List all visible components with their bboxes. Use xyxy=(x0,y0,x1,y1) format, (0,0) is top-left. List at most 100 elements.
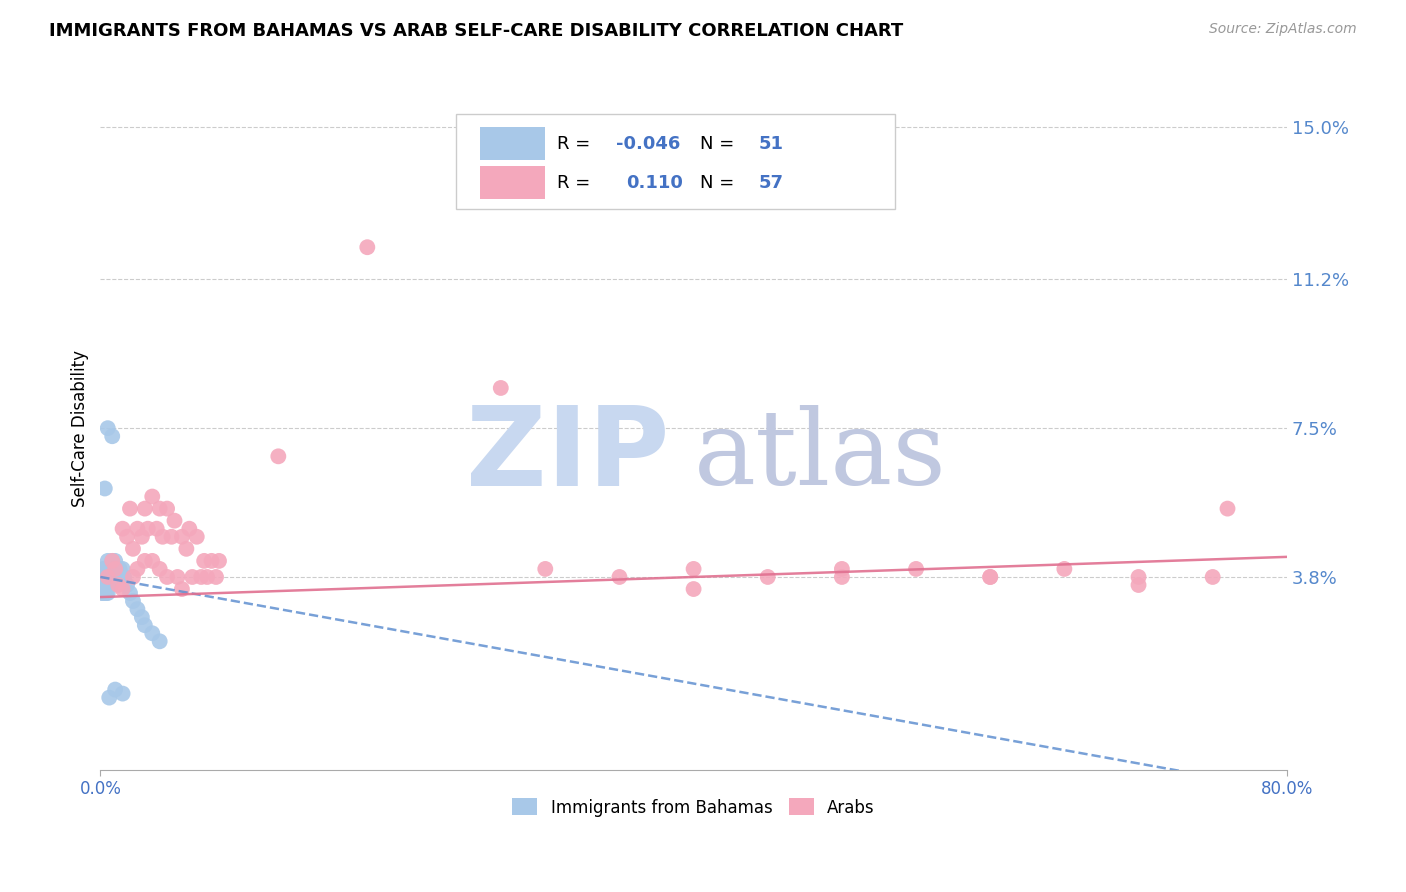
Y-axis label: Self-Care Disability: Self-Care Disability xyxy=(72,350,89,507)
Point xyxy=(98,570,121,584)
Text: N =: N = xyxy=(700,174,740,192)
Point xyxy=(356,240,378,254)
Point xyxy=(90,578,112,592)
Point xyxy=(112,570,135,584)
Point xyxy=(100,570,122,584)
Point xyxy=(94,578,117,592)
Point xyxy=(104,562,127,576)
Point xyxy=(682,562,704,576)
Point xyxy=(122,594,145,608)
Point xyxy=(94,570,117,584)
Text: ZIP: ZIP xyxy=(467,402,669,509)
Point xyxy=(127,562,149,576)
Point xyxy=(91,586,114,600)
Point xyxy=(100,578,122,592)
Point xyxy=(145,522,167,536)
Point xyxy=(149,501,172,516)
Text: 51: 51 xyxy=(759,135,785,153)
Point xyxy=(97,554,120,568)
Point xyxy=(115,530,138,544)
Point xyxy=(96,578,118,592)
Point xyxy=(156,570,179,584)
Text: 57: 57 xyxy=(759,174,785,192)
Point xyxy=(156,501,179,516)
Point xyxy=(609,570,631,584)
Point xyxy=(96,562,118,576)
Point xyxy=(831,570,853,584)
Point xyxy=(97,570,120,584)
Text: N =: N = xyxy=(700,135,740,153)
Point xyxy=(160,530,183,544)
Point xyxy=(98,578,121,592)
Point xyxy=(208,554,231,568)
Legend: Immigrants from Bahamas, Arabs: Immigrants from Bahamas, Arabs xyxy=(506,792,882,823)
Point xyxy=(111,582,134,596)
Point xyxy=(94,586,117,600)
Point xyxy=(1128,570,1150,584)
Text: Source: ZipAtlas.com: Source: ZipAtlas.com xyxy=(1209,22,1357,37)
Point xyxy=(163,514,186,528)
Point xyxy=(101,554,124,568)
Point xyxy=(96,570,118,584)
Point xyxy=(756,570,779,584)
Point xyxy=(176,541,198,556)
Point xyxy=(104,570,127,584)
Point xyxy=(149,634,172,648)
Point xyxy=(101,429,124,443)
Point xyxy=(979,570,1001,584)
Text: R =: R = xyxy=(557,174,596,192)
Point xyxy=(122,570,145,584)
Point xyxy=(134,618,156,632)
Point xyxy=(105,562,128,576)
Point xyxy=(118,586,141,600)
Point xyxy=(91,562,114,576)
Point xyxy=(979,570,1001,584)
Point xyxy=(831,562,853,576)
Point xyxy=(94,482,117,496)
Point xyxy=(141,626,163,640)
Bar xyxy=(479,128,546,161)
Point xyxy=(118,501,141,516)
Point xyxy=(186,530,208,544)
Point xyxy=(136,522,159,536)
Point xyxy=(101,554,124,568)
Point xyxy=(97,570,120,584)
Point xyxy=(193,554,215,568)
Point xyxy=(104,682,127,697)
Point xyxy=(94,562,117,576)
Point xyxy=(103,570,125,584)
Point xyxy=(682,582,704,596)
Point xyxy=(91,578,114,592)
Point xyxy=(1128,578,1150,592)
Text: -0.046: -0.046 xyxy=(616,135,681,153)
Point xyxy=(195,570,218,584)
Point xyxy=(134,501,156,516)
Point xyxy=(1053,562,1076,576)
Point xyxy=(110,570,132,584)
Point xyxy=(90,586,112,600)
Point xyxy=(107,570,129,584)
Point xyxy=(96,586,118,600)
Point xyxy=(97,578,120,592)
Text: 0.110: 0.110 xyxy=(626,174,683,192)
Point xyxy=(141,554,163,568)
Point xyxy=(131,610,153,624)
Point xyxy=(97,586,120,600)
Point xyxy=(122,541,145,556)
Point xyxy=(1202,570,1225,584)
Text: IMMIGRANTS FROM BAHAMAS VS ARAB SELF-CARE DISABILITY CORRELATION CHART: IMMIGRANTS FROM BAHAMAS VS ARAB SELF-CAR… xyxy=(49,22,904,40)
Point xyxy=(108,562,131,576)
Point xyxy=(489,381,512,395)
Point xyxy=(179,522,201,536)
Point xyxy=(152,530,174,544)
Point xyxy=(131,530,153,544)
Point xyxy=(127,522,149,536)
Point xyxy=(205,570,228,584)
Point xyxy=(98,562,121,576)
Bar xyxy=(479,166,546,199)
Point xyxy=(1216,501,1239,516)
Point xyxy=(103,562,125,576)
Point xyxy=(111,562,134,576)
Text: atlas: atlas xyxy=(693,405,946,507)
Point xyxy=(100,562,122,576)
